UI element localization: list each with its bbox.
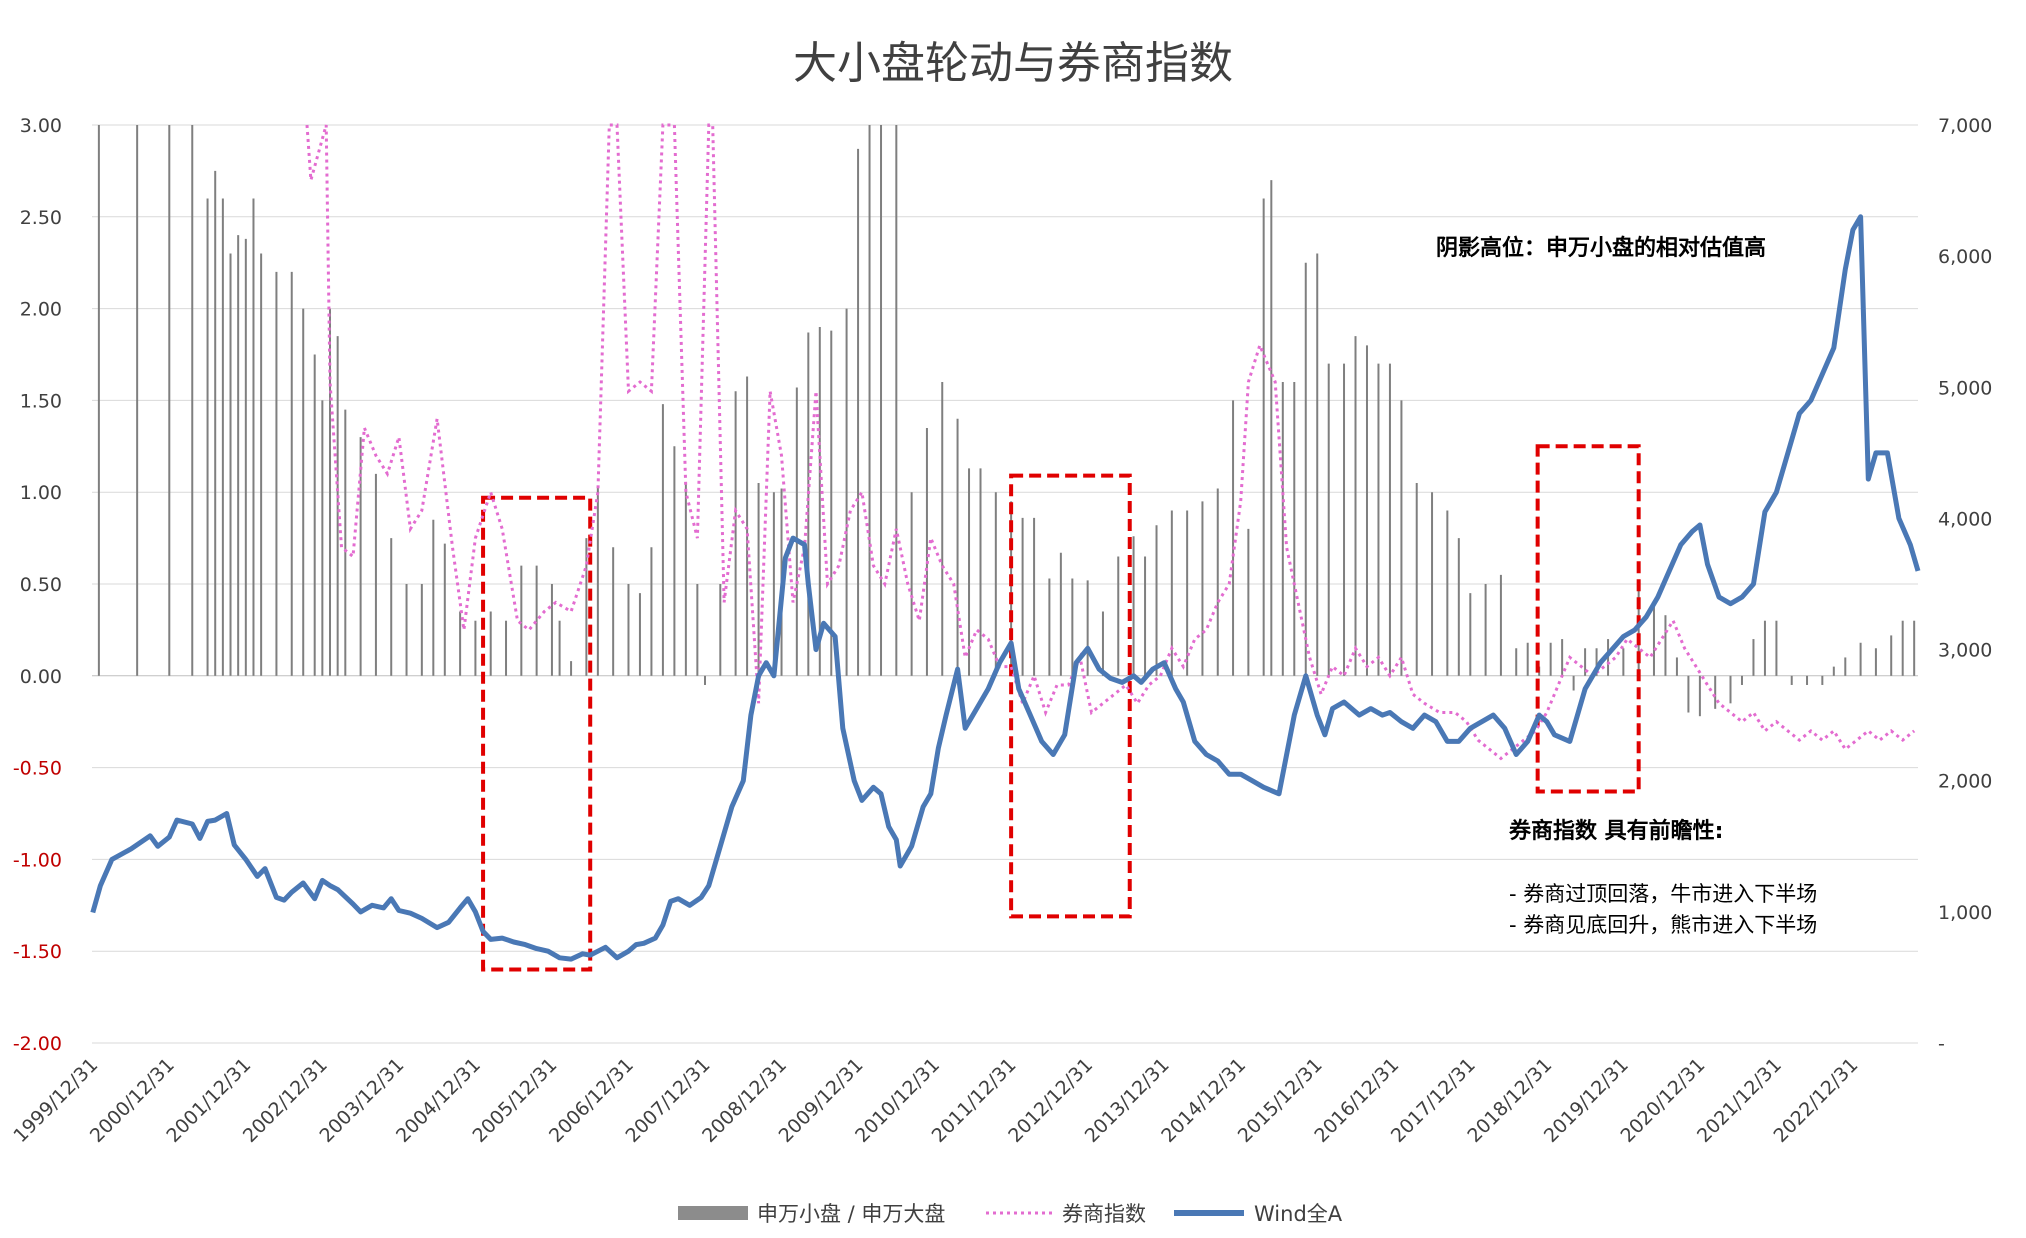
gridlines [92,124,1918,1044]
highlight-box [1009,473,1132,919]
left-tick-label: 1.50 [20,390,62,412]
left-tick-label: -0.50 [13,758,62,780]
highlight-box [481,495,593,972]
left-tick-label: 2.50 [20,207,62,229]
left-tick-label: -1.00 [13,849,62,871]
left-tick-label: -1.50 [13,941,62,963]
legend-label-ratio: 申万小盘 / 申万大盘 [757,1202,945,1226]
series-lines [90,123,1921,962]
left-tick-label: 0.50 [20,574,62,596]
legend-swatch-ratio [678,1206,748,1220]
ratio-bars [97,125,1916,717]
left-tick-label: 0.00 [20,666,62,688]
left-axis-ticks: 3.00 2.50 2.00 1.50 1.00 0.50 0.00 -0.50 -1.00 -1… [13,115,62,1055]
right-axis-ticks: 7,000 6,000 5,000 4,000 3,000 2,000 1,000 - [1938,115,1992,1055]
highlight-boxes [481,444,1641,972]
legend-label-broker: 券商指数 [1062,1202,1146,1226]
right-tick-label: 7,000 [1938,115,1992,137]
right-tick-label: 1,000 [1938,902,1992,924]
annotation-shade-note: 阴影高位：申万小盘的相对估值高 [1436,235,1766,261]
right-tick-label: 6,000 [1938,246,1992,268]
left-tick-label: 2.00 [20,299,62,321]
right-tick-label: 4,000 [1938,508,1992,530]
right-tick-label: - [1938,1033,1945,1055]
legend-label-winda: Wind全A [1254,1202,1343,1226]
right-tick-label: 3,000 [1938,640,1992,662]
annotation-lead-title: 券商指数 具有前瞻性: [1508,818,1723,844]
broker-index-line [305,123,1916,761]
x-axis-ticks: 1999/12/312000/12/312001/12/312002/12/31… [9,1054,1862,1147]
legend: 申万小盘 / 申万大盘 券商指数 Wind全A [678,1202,1343,1226]
highlight-box [1535,444,1641,794]
wind-all-a-line [90,214,1921,962]
right-tick-label: 5,000 [1938,377,1992,399]
left-tick-label: 3.00 [20,115,62,137]
annotation-lead-line1: - 券商过顶回落，牛市进入下半场 [1509,882,1817,906]
annotation-lead-line2: - 券商见底回升，熊市进入下半场 [1509,913,1817,937]
chart-title: 大小盘轮动与券商指数 [793,38,1233,89]
right-tick-label: 2,000 [1938,771,1992,793]
left-tick-label: -2.00 [13,1033,62,1055]
left-tick-label: 1.00 [20,482,62,504]
